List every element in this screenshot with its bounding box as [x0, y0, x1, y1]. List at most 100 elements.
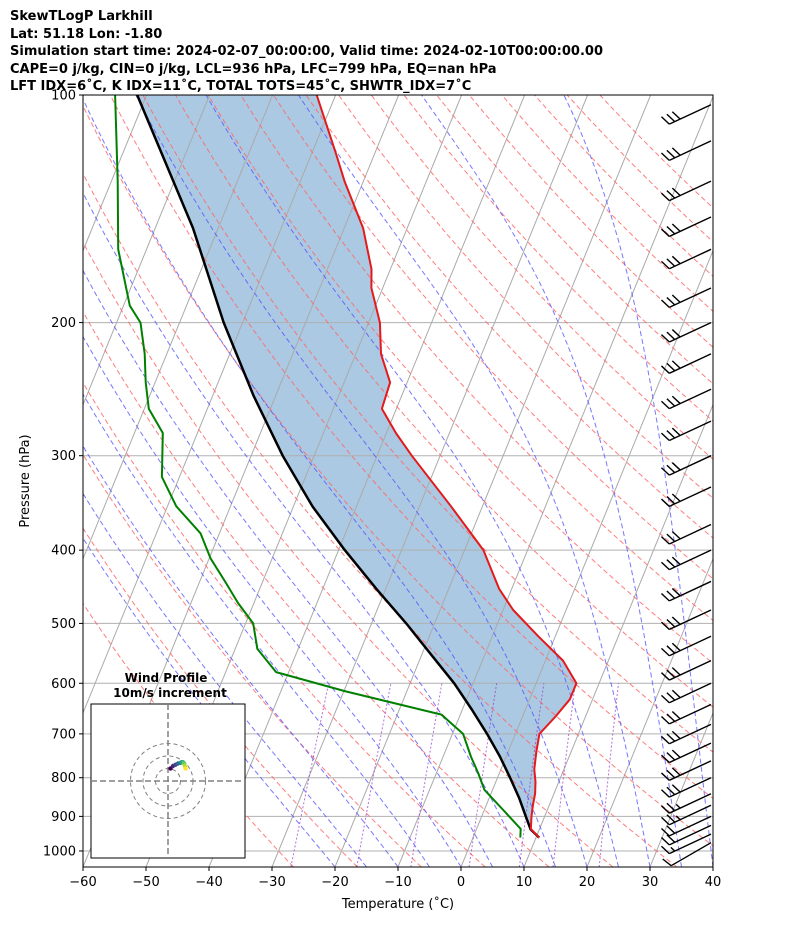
isotherm-line	[208, 95, 526, 867]
wind-barb-flag	[660, 592, 670, 602]
wind-barb-flag	[671, 749, 681, 759]
wind-barb	[660, 609, 712, 631]
x-tick-label: 20	[579, 875, 596, 890]
isotherm-line	[83, 95, 211, 407]
wind-barb	[660, 723, 712, 745]
wind-barb	[660, 180, 712, 202]
y-tick-label: 1000	[43, 844, 76, 859]
wind-barb-staff	[669, 703, 712, 725]
wind-barb-flag	[666, 645, 676, 654]
wind-barb-half-flag	[675, 815, 681, 821]
wind-barb-flag	[671, 111, 681, 120]
wind-barb	[660, 486, 712, 508]
wind-barb-staff	[669, 455, 712, 476]
dry-adiabat-line	[83, 104, 713, 847]
wind-barb	[660, 104, 712, 125]
wind-barb-flag	[671, 395, 681, 405]
wind-barb-staff	[669, 180, 712, 202]
moist-adiabat-line	[421, 95, 682, 867]
wind-barb	[660, 287, 712, 309]
moist-adiabat-line	[83, 445, 399, 867]
wind-barb-flag	[666, 149, 676, 159]
moist-adiabat-line	[83, 191, 525, 867]
wind-barb-flag	[660, 365, 670, 374]
x-tick-label: −50	[132, 875, 159, 890]
wind-barb-staff	[669, 760, 712, 781]
wind-barb-flag	[671, 329, 681, 338]
wind-barb	[660, 659, 712, 681]
wind-barb-flag	[671, 147, 681, 156]
wind-barb-flag	[671, 710, 681, 720]
wind-barbs	[660, 104, 712, 867]
wind-barb-staff	[669, 104, 712, 125]
wind-barb-flag	[660, 116, 670, 125]
dry-adiabat-line	[436, 95, 713, 385]
wind-barb-flag	[660, 827, 670, 837]
wind-barb-flag	[666, 258, 676, 267]
wind-barb-flag	[666, 814, 676, 823]
wind-barb-flag	[666, 590, 676, 599]
wind-barb-flag	[671, 616, 681, 625]
moist-adiabats	[83, 95, 713, 867]
isotherm-line	[523, 403, 713, 867]
wind-barb-flag	[671, 730, 681, 740]
wind-barb-flag	[671, 689, 681, 699]
mixing-ratio-line	[468, 683, 498, 867]
wind-barb-flag	[660, 400, 670, 410]
wind-barb-flag	[666, 331, 676, 340]
wind-barb-staff	[670, 842, 712, 867]
wind-barb-flag	[660, 716, 670, 725]
wind-barb-flag	[666, 713, 676, 722]
wind-barb	[660, 248, 712, 270]
moist-adiabat-line	[205, 95, 619, 867]
wind-barb	[660, 455, 712, 476]
x-tick-label: −60	[69, 875, 96, 890]
isotherm-line	[460, 249, 713, 867]
y-tick-label: 500	[51, 617, 76, 632]
dry-adiabat-line	[468, 95, 713, 348]
wind-barb-flag	[660, 152, 670, 161]
wind-barb	[660, 760, 712, 781]
wind-barb	[660, 682, 712, 704]
title-location: Lat: 51.18 Lon: -1.80	[10, 26, 163, 42]
wind-barb-flag	[660, 260, 670, 270]
dry-adiabat-line	[305, 95, 713, 539]
x-tick-label: −20	[321, 875, 348, 890]
dry-adiabat-line	[175, 95, 713, 708]
wind-barb-staff	[669, 659, 712, 681]
wind-barb-flag	[666, 752, 676, 761]
wind-barb-staff	[669, 549, 712, 571]
wind-barb-flag	[660, 432, 670, 442]
wind-barb-flag	[666, 619, 676, 628]
dewpoint-line	[114, 95, 522, 838]
axes: −60 −50 −40 −30 −20 −10 0 10 20 30 40 1000 900 800 700…	[43, 89, 721, 891]
wind-barb-staff	[669, 742, 712, 764]
wind-barb-flag	[660, 299, 670, 308]
wind-barb-staff	[669, 216, 712, 238]
isotherm-line	[649, 711, 713, 867]
wind-barb	[662, 842, 712, 867]
wind-barb-flag	[660, 672, 670, 681]
x-axis-label: Temperature (˚C)	[341, 896, 454, 912]
mixing-ratio-line	[552, 683, 576, 867]
wind-barb-staff	[669, 609, 712, 631]
wind-barb-flag	[666, 464, 676, 474]
dry-adiabat-line	[370, 95, 713, 460]
wind-barb-flag	[660, 192, 670, 202]
isotherm-line	[712, 865, 713, 867]
title-station: SkewTLogP Larkhill	[10, 9, 153, 24]
temperature-line	[315, 95, 578, 839]
wind-barb-staff	[669, 420, 712, 442]
dry-adiabat-line	[501, 95, 713, 313]
wind-barb	[660, 703, 712, 725]
moist-adiabat-line	[298, 95, 651, 867]
wind-barb-flag	[671, 667, 681, 676]
wind-barb	[660, 777, 712, 798]
dry-adiabat-line	[142, 95, 713, 753]
wind-barb-flag	[666, 226, 676, 235]
wind-barb-flag	[671, 493, 681, 502]
wind-barb-flag	[660, 228, 670, 237]
y-tick-label: 200	[51, 316, 76, 331]
wind-barb-flag	[660, 536, 670, 545]
x-tick-label: 10	[516, 875, 533, 890]
